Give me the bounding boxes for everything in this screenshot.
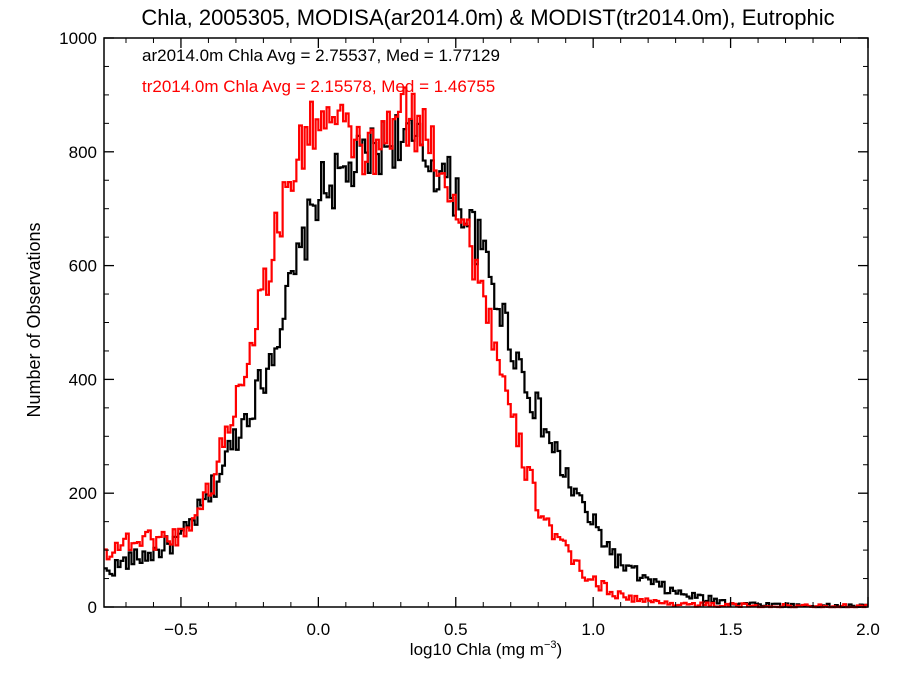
x-axis-label-close: ): [557, 640, 563, 659]
axes: −0.5 0.0 0.5 1.0 1.5 2.0 0 200 400 600 800 1000: [59, 29, 880, 639]
y-tick-label: 0: [88, 598, 97, 617]
x-axis-label-main: log10 Chla (mg m: [410, 640, 544, 659]
legend: ar2014.0m Chla Avg = 2.75537, Med = 1.77…: [142, 46, 500, 96]
x-axis-label: log10 Chla (mg m−3): [410, 639, 562, 659]
legend-entry-tr2014.0m: tr2014.0m Chla Avg = 2.15578, Med = 1.46…: [142, 77, 495, 96]
x-tick-label: 1.5: [719, 620, 743, 639]
y-axis-label-group: Number of Observations: [24, 222, 44, 417]
series-layer: [104, 86, 868, 609]
y-tick-label: 200: [69, 484, 97, 503]
x-tick-label: 2.0: [856, 620, 880, 639]
x-tick-label: 0.5: [444, 620, 468, 639]
y-tick-label: 1000: [59, 29, 97, 48]
x-tick-label: −0.5: [164, 620, 198, 639]
chart-title: Chla, 2005305, MODISA(ar2014.0m) & MODIS…: [141, 5, 834, 30]
x-axis-label-superscript: −3: [544, 639, 557, 651]
series-tr2014.0m-histogram: [104, 86, 868, 609]
y-tick-label: 600: [69, 257, 97, 276]
series-ar2014.0m-histogram: [104, 114, 868, 609]
y-tick-label: 400: [69, 370, 97, 389]
y-tick-label: 800: [69, 143, 97, 162]
y-axis-label: Number of Observations: [24, 222, 44, 417]
x-tick-label: 1.0: [581, 620, 605, 639]
legend-entry-ar2014.0m: ar2014.0m Chla Avg = 2.75537, Med = 1.77…: [142, 46, 500, 65]
x-tick-label: 0.0: [307, 620, 331, 639]
